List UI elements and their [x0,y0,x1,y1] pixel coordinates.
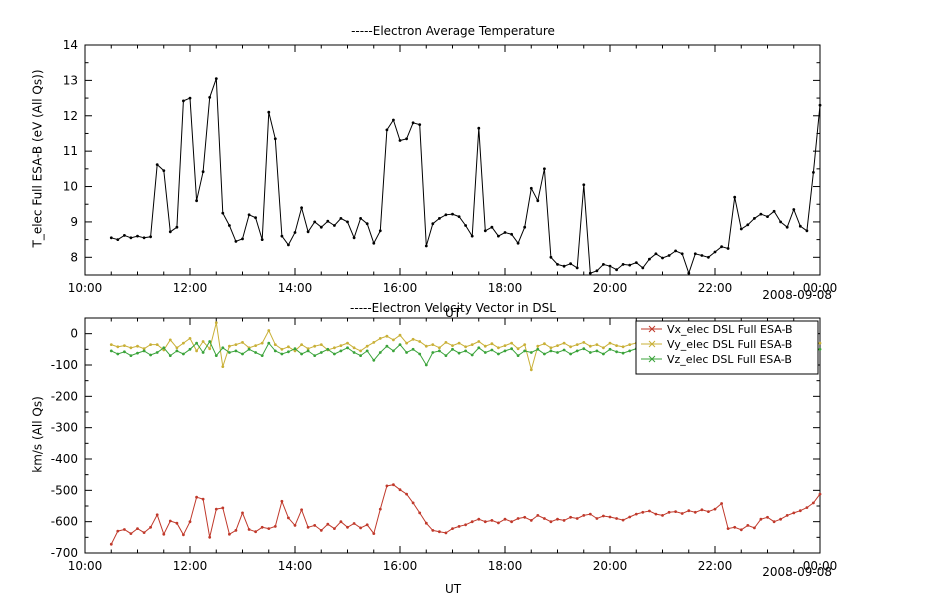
panel2-ylabel: km/s (All Qs) [30,396,45,473]
svg-text:18:00: 18:00 [488,559,523,573]
svg-text:11: 11 [63,144,78,158]
svg-text:20:00: 20:00 [593,559,628,573]
svg-text:14:00: 14:00 [278,281,313,295]
svg-text:-100: -100 [51,358,78,372]
panel1-xlabel: UT [444,306,462,320]
panel2-date-label: 2008-09-08 [762,565,832,579]
svg-text:10:00: 10:00 [68,559,103,573]
svg-text:-300: -300 [51,421,78,435]
svg-text:22:00: 22:00 [698,559,733,573]
panel1-date-label: 2008-09-08 [762,288,832,302]
svg-text:0: 0 [70,327,78,341]
svg-text:14: 14 [63,38,78,52]
panel1-ylabel: T_elec Full ESA-B (eV (All Qs)) [30,69,45,248]
temperature-plot: 10:00 12:00 14:00 16:00 18:00 20:00 22:00 00:00… [63,38,838,295]
panel2-title: -----Electron Velocity Vector in DSL [350,301,556,315]
svg-text:Vy_elec DSL Full ESA-B: Vy_elec DSL Full ESA-B [667,338,792,351]
velocity-plot: 10:00 12:00 14:00 16:00 18:00 20:00 22:00 00:00… [51,317,838,573]
svg-text:10: 10 [63,180,78,194]
svg-text:-500: -500 [51,483,78,497]
svg-text:16:00: 16:00 [383,559,418,573]
svg-text:00:00: 00:00 [803,559,838,573]
svg-text:12:00: 12:00 [173,281,208,295]
svg-text:14:00: 14:00 [278,559,313,573]
svg-text:22:00: 22:00 [698,281,733,295]
svg-text:12: 12 [63,109,78,123]
svg-text:00:00: 00:00 [803,281,838,295]
svg-text:20:00: 20:00 [593,281,628,295]
svg-text:18:00: 18:00 [488,281,523,295]
svg-text:16:00: 16:00 [383,281,418,295]
legend: Vx_elec DSL Full ESA-B Vy_elec DSL Full E… [635,320,819,375]
svg-text:Vx_elec DSL Full ESA-B: Vx_elec DSL Full ESA-B [667,323,793,336]
svg-text:8: 8 [70,250,78,264]
svg-text:-400: -400 [51,452,78,466]
svg-text:13: 13 [63,73,78,87]
svg-text:Vz_elec DSL Full ESA-B: Vz_elec DSL Full ESA-B [667,353,792,366]
svg-text:9: 9 [70,215,78,229]
panel1-title: -----Electron Average Temperature [351,24,555,38]
svg-text:-700: -700 [51,546,78,560]
panel2-xlabel: UT [444,582,462,596]
svg-text:10:00: 10:00 [68,281,103,295]
svg-text:-200: -200 [51,389,78,403]
svg-text:12:00: 12:00 [173,559,208,573]
svg-text:-600: -600 [51,515,78,529]
